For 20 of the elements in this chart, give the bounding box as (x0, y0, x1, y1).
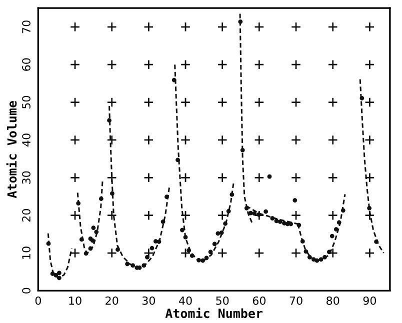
y-tick-label: 70 (22, 20, 30, 34)
x-tick-label: 60 (252, 296, 266, 305)
x-tick-label: 70 (290, 296, 302, 305)
x-tick-label: 10 (69, 296, 82, 305)
y-tick-label: 60 (22, 58, 30, 71)
x-tick-label: 50 (216, 296, 229, 305)
x-tick-label: 90 (363, 296, 376, 305)
y-tick-label: 20 (22, 209, 30, 222)
x-tick-label: 40 (178, 296, 192, 305)
y-tick-label: 40 (22, 134, 30, 146)
y-tick-label: 30 (22, 171, 30, 184)
x-tick-label: 0 (35, 296, 41, 305)
y-axis-title: Atomic Volume (6, 100, 17, 198)
x-tick-label: 30 (142, 296, 156, 305)
y-tick-label: 50 (22, 96, 30, 108)
y-tick-label: 0 (22, 288, 30, 294)
x-tick-label: 20 (106, 296, 118, 305)
y-tick-label: 10 (22, 246, 30, 259)
x-axis-title: Atomic Number (165, 308, 262, 318)
x-tick-label: 80 (326, 296, 340, 305)
